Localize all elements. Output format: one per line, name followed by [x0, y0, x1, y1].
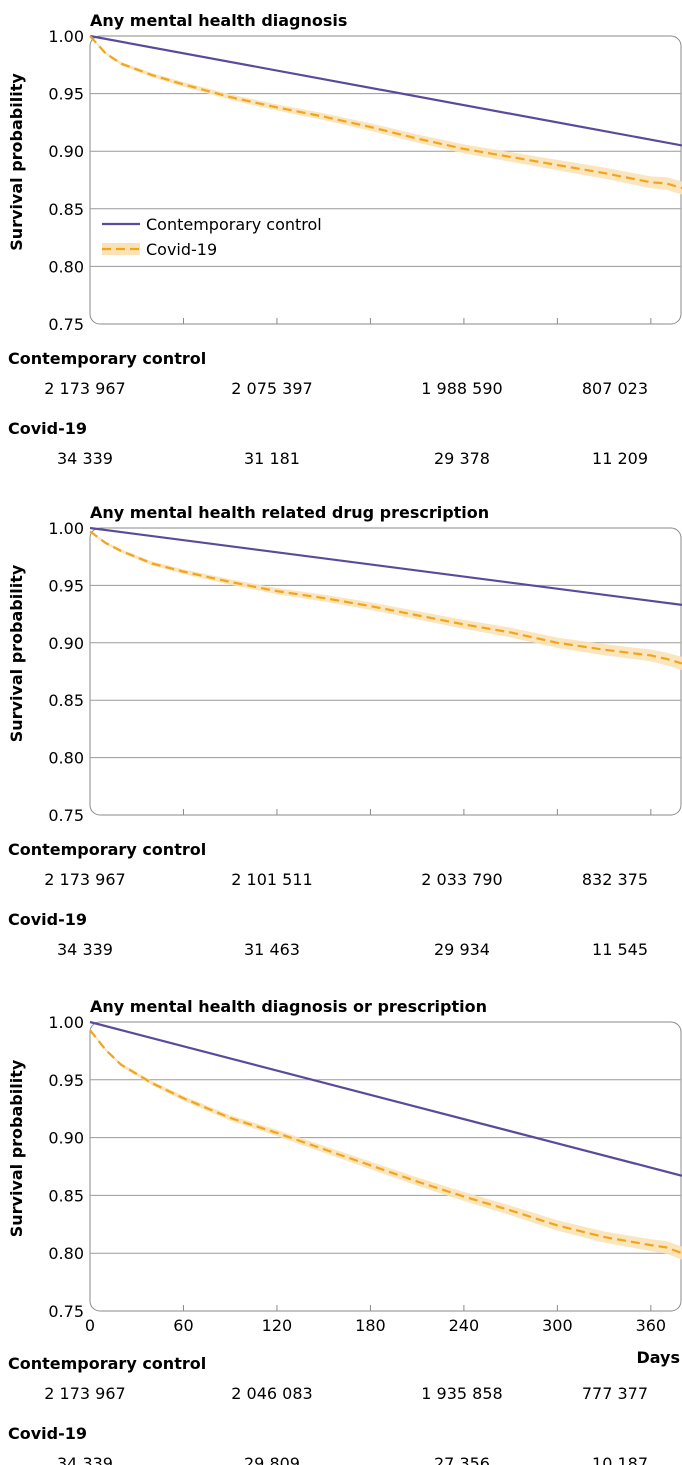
chart-title: Any mental health related drug prescript…	[90, 503, 489, 522]
risk-table-value: 31 181	[244, 449, 300, 468]
risk-table-value: 777 377	[582, 1384, 648, 1403]
risk-table-value: 34 339	[57, 940, 113, 959]
risk-table-value: 34 339	[57, 1454, 113, 1465]
chart-title: Any mental health diagnosis or prescript…	[90, 997, 487, 1016]
risk-table-label: Covid-19	[8, 1424, 87, 1443]
covid-series-line	[89, 35, 682, 190]
risk-table-label: Contemporary control	[8, 840, 206, 859]
risk-table-label: Contemporary control	[8, 1354, 206, 1373]
chart-panel-2: 0.75 0.80 0.85 0.90 0.95 1.00 Any mental healt…	[7, 503, 682, 959]
risk-table-value: 2 173 967	[44, 870, 125, 889]
y-tick-label: 0.95	[48, 576, 84, 595]
y-tick-label: 0.75	[48, 806, 84, 825]
x-tick-label: 180	[355, 1316, 386, 1335]
chart-panel-3: 0.75 0.80 0.85 0.90 0.95 1.00 0 60 120 180 240 300 3…	[7, 997, 682, 1465]
risk-table-value: 2 173 967	[44, 1384, 125, 1403]
y-tick-label: 0.90	[48, 634, 84, 653]
risk-table-value: 2 033 790	[421, 870, 502, 889]
covid-confidence-band	[90, 35, 682, 195]
risk-table-label: Contemporary control	[8, 349, 206, 368]
x-axis-label: Days	[636, 1348, 680, 1367]
control-series-line	[89, 34, 682, 147]
covid-confidence-band	[90, 1029, 682, 1260]
y-tick-label: 1.00	[48, 27, 84, 46]
risk-table-value: 29 378	[434, 449, 490, 468]
risk-table-value: 31 463	[244, 940, 300, 959]
risk-table-value: 1 988 590	[421, 379, 502, 398]
y-tick-label: 0.95	[48, 1071, 84, 1090]
risk-table-value: 34 339	[57, 449, 113, 468]
risk-table-row-1: Contemporary control 2 173 967 2 075 397 1 …	[8, 349, 648, 398]
risk-table-row-2: Covid-19 34 339 29 809 27 356 10 187	[8, 1424, 648, 1465]
y-tick-label: 1.00	[48, 1013, 84, 1032]
risk-table-value: 11 209	[592, 449, 648, 468]
x-tick-label: 0	[85, 1316, 95, 1335]
control-series-line	[89, 1020, 682, 1177]
legend: Contemporary control Covid-19	[102, 215, 322, 259]
risk-table-value: 27 356	[434, 1454, 490, 1465]
x-tick-label: 360	[636, 1316, 667, 1335]
y-tick-label: 0.95	[48, 85, 84, 104]
risk-table-value: 2 046 083	[231, 1384, 312, 1403]
chart-title: Any mental health diagnosis	[90, 11, 347, 30]
y-tick-label: 0.85	[48, 1186, 84, 1205]
y-tick-label: 0.90	[48, 1129, 84, 1148]
risk-table-row-1: Contemporary control 2 173 967 2 046 083 1 …	[8, 1354, 648, 1403]
risk-table-value: 2 075 397	[231, 379, 312, 398]
y-axis-label: Survival probability	[7, 564, 26, 742]
y-axis-label: Survival probability	[7, 1059, 26, 1237]
y-tick-label: 0.85	[48, 691, 84, 710]
y-tick-label: 0.90	[48, 142, 84, 161]
covid-confidence-band	[90, 530, 682, 671]
risk-table-value: 2 101 511	[231, 870, 312, 889]
risk-table-label: Covid-19	[8, 419, 87, 438]
x-tick-label: 120	[262, 1316, 293, 1335]
chart-panel-1: 0.75 0.80 0.85 0.90 0.95 1.00 Any mental healt…	[7, 11, 682, 468]
legend-label-control: Contemporary control	[146, 215, 322, 234]
control-series-line	[89, 526, 682, 607]
plot-frame	[89, 1021, 682, 1312]
y-tick-label: 0.80	[48, 749, 84, 768]
risk-table-row-2: Covid-19 34 339 31 181 29 378 11 209	[8, 419, 648, 468]
risk-table-row-2: Covid-19 34 339 31 463 29 934 11 545	[8, 910, 648, 959]
y-axis-label: Survival probability	[7, 73, 26, 251]
covid-series-line	[89, 530, 682, 665]
y-tick-label: 0.80	[48, 257, 84, 276]
y-tick-label: 0.75	[48, 1302, 84, 1321]
risk-table-value: 1 935 858	[421, 1384, 502, 1403]
risk-table-value: 832 375	[582, 870, 648, 889]
risk-table-row-1: Contemporary control 2 173 967 2 101 511 2 …	[8, 840, 648, 889]
risk-table-label: Covid-19	[8, 910, 87, 929]
risk-table-value: 807 023	[582, 379, 648, 398]
x-tick-label: 240	[449, 1316, 480, 1335]
y-tick-label: 0.80	[48, 1244, 84, 1263]
risk-table-value: 11 545	[592, 940, 648, 959]
risk-table-value: 10 187	[592, 1454, 648, 1465]
plot-frame	[89, 527, 682, 816]
covid-series-line	[89, 1029, 682, 1255]
plot-frame	[89, 35, 682, 325]
y-tick-label: 0.85	[48, 200, 84, 219]
x-tick-label: 300	[542, 1316, 573, 1335]
risk-table-value: 2 173 967	[44, 379, 125, 398]
y-tick-label: 1.00	[48, 519, 84, 538]
legend-label-covid: Covid-19	[146, 240, 217, 259]
x-tick-label: 60	[173, 1316, 193, 1335]
y-tick-label: 0.75	[48, 315, 84, 334]
risk-table-value: 29 809	[244, 1454, 300, 1465]
risk-table-value: 29 934	[434, 940, 490, 959]
